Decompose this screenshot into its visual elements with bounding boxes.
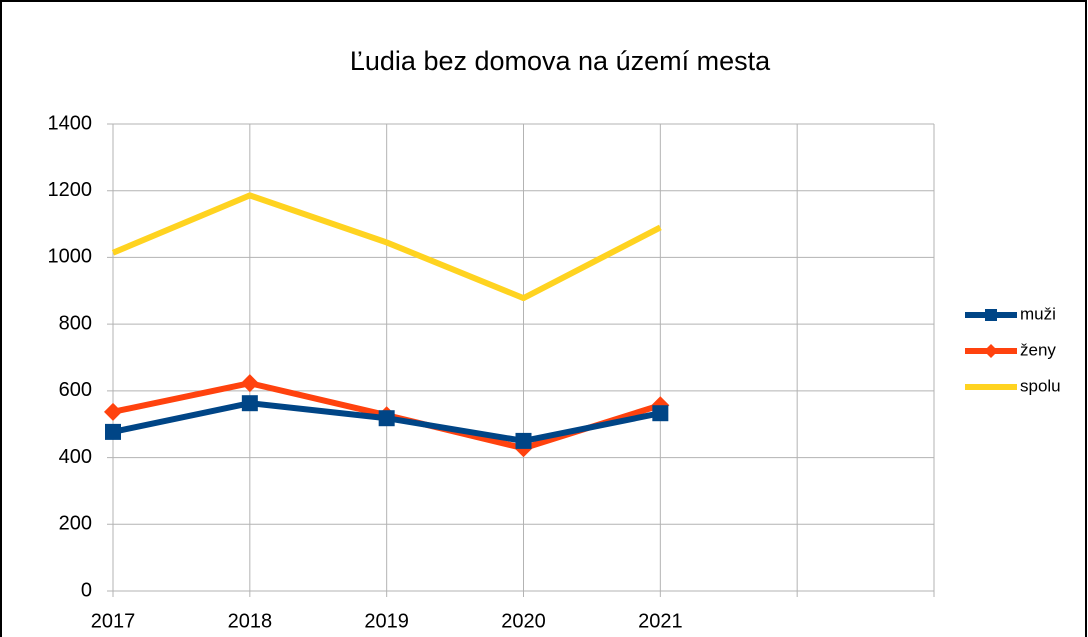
point: [240, 374, 259, 393]
y-tick-label: 600: [59, 379, 92, 401]
legend-marker: [984, 344, 998, 358]
x-tick-label: 2017: [91, 610, 136, 632]
chart-title: Ľudia bez domova na území mesta: [350, 46, 771, 76]
x-tick-label: 2020: [501, 610, 546, 632]
y-tick-label: 200: [59, 513, 92, 535]
point: [105, 423, 121, 440]
legend-label: ženy: [1020, 340, 1056, 359]
point: [104, 402, 122, 421]
y-tick-label: 1400: [48, 112, 93, 134]
point: [241, 395, 258, 412]
legend-marker: [985, 309, 997, 321]
y-tick-label: 400: [59, 446, 92, 468]
x-tick-label: 2018: [228, 610, 273, 632]
x-tick-label: 2021: [638, 610, 683, 632]
y-tick-label: 1200: [48, 179, 93, 201]
legend-label: spolu: [1020, 376, 1061, 395]
y-tick-label: 800: [59, 312, 92, 334]
y-tick-label: 1000: [48, 246, 93, 268]
x-tick-label: 2019: [364, 610, 409, 632]
point: [378, 410, 395, 427]
point: [515, 432, 532, 449]
line-series: [111, 192, 662, 302]
legend-label: muži: [1020, 304, 1056, 323]
point: [652, 405, 669, 422]
y-tick-label: 0: [81, 579, 92, 601]
